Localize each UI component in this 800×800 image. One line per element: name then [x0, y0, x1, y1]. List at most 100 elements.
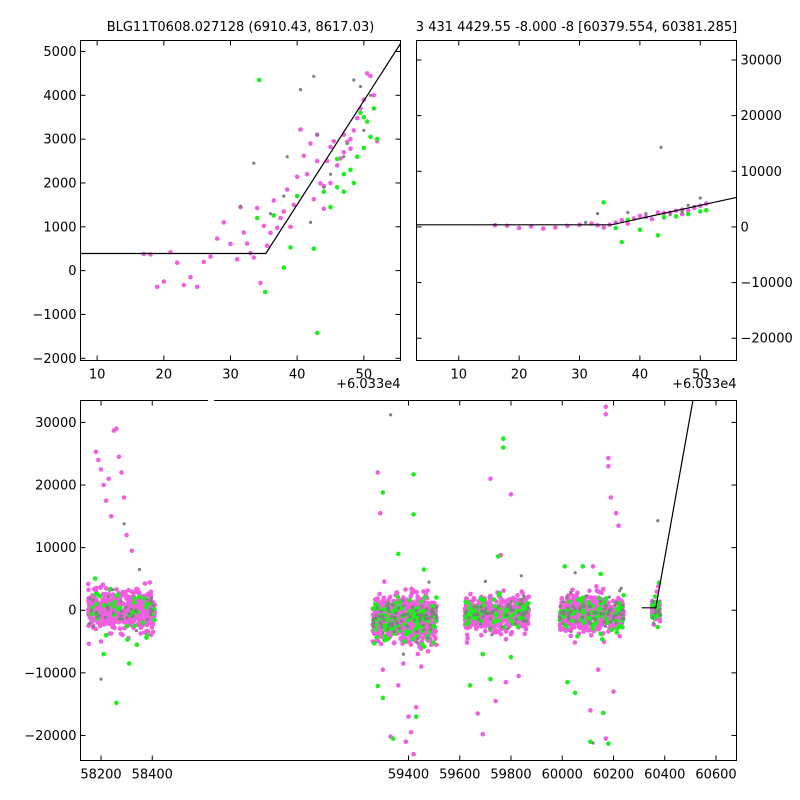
data-point	[101, 651, 106, 657]
data-point	[101, 603, 107, 608]
data-point	[526, 605, 530, 610]
data-point	[525, 595, 531, 600]
data-point	[278, 215, 283, 221]
data-point	[96, 457, 101, 463]
data-point	[580, 615, 584, 620]
x-tick-label: 30	[571, 368, 588, 383]
data-point	[91, 625, 95, 629]
panel-top-right-plot	[416, 145, 737, 245]
data-point	[503, 607, 509, 612]
data-point	[375, 596, 380, 601]
data-point	[137, 594, 142, 600]
data-point	[491, 609, 495, 614]
data-point	[386, 600, 390, 604]
data-point	[122, 590, 127, 595]
data-point	[407, 629, 413, 635]
data-point	[328, 204, 333, 210]
data-point	[611, 617, 616, 621]
data-point	[523, 602, 528, 608]
data-point	[637, 227, 643, 232]
data-point	[598, 571, 603, 577]
data-point	[569, 590, 573, 594]
data-point	[408, 615, 412, 619]
data-point	[328, 144, 333, 150]
data-point	[501, 436, 506, 441]
data-point	[394, 611, 398, 615]
data-point	[495, 554, 501, 559]
data-point	[282, 194, 286, 198]
data-point	[517, 611, 521, 615]
data-point	[86, 587, 91, 593]
data-point	[425, 648, 431, 654]
data-point	[117, 617, 121, 621]
data-point	[603, 624, 608, 628]
data-point	[194, 284, 200, 290]
data-point	[380, 667, 386, 672]
data-point	[422, 614, 426, 618]
data-point	[379, 609, 383, 614]
data-point	[378, 510, 383, 516]
data-point	[112, 618, 117, 623]
data-point	[201, 259, 207, 265]
data-point	[98, 639, 104, 644]
y-tick-label: 0	[68, 264, 76, 279]
data-point	[482, 618, 487, 624]
y-tick-label: −10000	[741, 276, 793, 291]
data-point	[584, 594, 588, 598]
data-point	[594, 584, 599, 589]
data-point	[372, 621, 376, 625]
data-point	[112, 625, 117, 631]
data-point	[518, 603, 522, 607]
data-point	[614, 600, 618, 604]
panel-top-left: BLG11T0608.027128 (6910.43, 8617.03) 10 2…	[33, 20, 401, 392]
data-point	[606, 455, 611, 461]
data-point	[475, 711, 481, 716]
data-point	[372, 631, 377, 637]
data-point	[311, 196, 317, 202]
data-point	[379, 622, 383, 626]
data-point	[89, 608, 93, 612]
data-point	[119, 614, 123, 618]
data-point	[588, 633, 594, 638]
data-point	[375, 606, 379, 610]
data-point	[117, 605, 123, 611]
x-tick-label: 10	[89, 368, 106, 383]
data-point	[390, 736, 396, 741]
data-point	[322, 185, 326, 189]
data-point	[395, 594, 401, 600]
data-point	[480, 731, 486, 737]
data-point	[144, 628, 150, 634]
data-point	[103, 633, 109, 638]
data-point	[298, 88, 303, 92]
data-point	[99, 599, 105, 604]
data-point	[144, 622, 150, 628]
data-point	[125, 597, 130, 602]
data-point	[415, 640, 419, 644]
data-point	[464, 596, 470, 601]
data-point	[348, 136, 353, 142]
data-point	[619, 239, 625, 245]
data-point	[393, 600, 398, 606]
data-point	[390, 622, 394, 626]
data-point	[382, 634, 388, 639]
data-point	[274, 225, 280, 230]
data-point	[483, 579, 487, 583]
data-point	[413, 714, 419, 719]
data-point	[561, 600, 566, 604]
data-point	[649, 216, 655, 222]
data-point	[483, 609, 487, 614]
data-point	[431, 640, 436, 645]
data-point	[328, 172, 333, 176]
panel-top-left-model-line	[80, 43, 401, 255]
data-point	[406, 609, 412, 614]
data-point	[331, 139, 337, 144]
data-point	[374, 136, 380, 142]
data-point	[426, 616, 430, 620]
data-point	[613, 510, 619, 516]
data-point	[106, 476, 111, 482]
data-point	[351, 180, 357, 186]
x-tick-label: 59600	[439, 768, 480, 783]
data-point	[411, 512, 416, 517]
data-point	[401, 661, 406, 666]
data-point	[503, 636, 509, 642]
